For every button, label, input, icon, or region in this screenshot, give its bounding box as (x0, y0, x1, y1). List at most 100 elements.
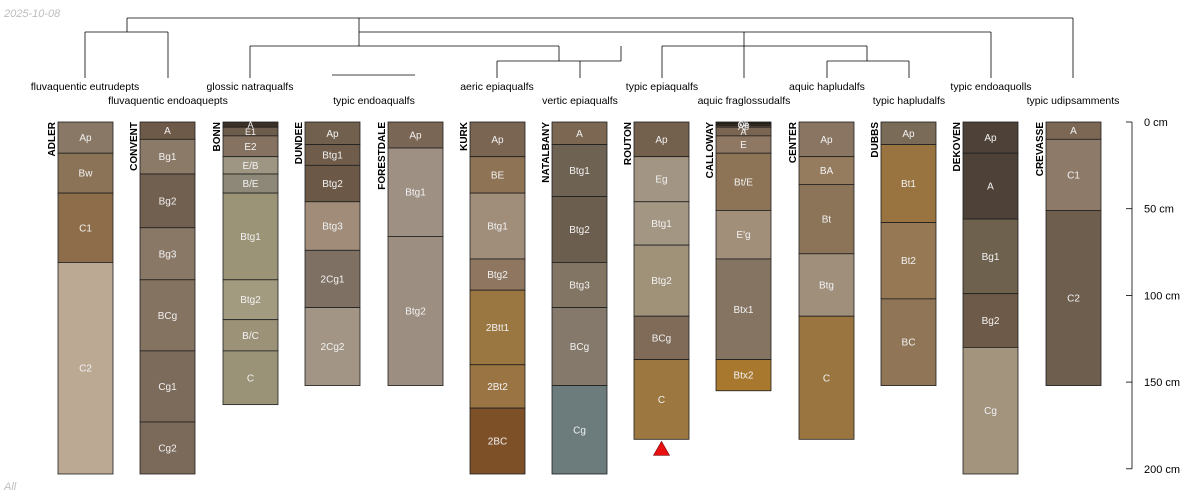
profile-name: BONN (212, 122, 223, 151)
depth-axis: 0 cm 50 cm 100 cm 150 cm 200 cm (1126, 117, 1180, 476)
horizon-label: Ap (409, 131, 422, 142)
horizon-label: Bg3 (159, 249, 177, 260)
profile-name: ADLER (47, 121, 58, 156)
horizon-label: Btg1 (405, 188, 426, 199)
horizon-kurk-6 (469, 364, 526, 409)
horizon-kurk-5 (469, 289, 526, 366)
profile-name: DEKOVEN (952, 122, 963, 171)
horizon-label: Ap (655, 135, 668, 146)
depth-tick-label: 50 cm (1144, 204, 1174, 216)
horizon-label: A (247, 120, 253, 130)
horizon-calloway-8 (715, 258, 772, 360)
truncation-marker (652, 440, 671, 456)
horizon-label: A (987, 182, 994, 193)
horizon-natalbany-5 (551, 307, 608, 386)
taxon-label: vertic epiaqualfs (542, 95, 618, 107)
horizon-label: Oe (737, 120, 749, 130)
horizon-label: B/C (242, 331, 259, 342)
horizon-dekoven-5 (962, 347, 1019, 475)
horizon-label: Bg1 (982, 252, 1000, 263)
taxon-label: typic endoaquolls (950, 81, 1031, 93)
horizon-convent-2 (139, 138, 196, 175)
horizon-label: Btg1 (240, 232, 261, 243)
taxon-label: fluvaquentic endoaquepts (108, 95, 228, 107)
profile-dundee: Ap Btg1 Btg2 Btg3 2Cg1 2Cg2 DUNDEE (294, 121, 361, 386)
horizon-forestdale-1 (387, 121, 444, 149)
horizon-routon-3 (633, 201, 690, 246)
profile-name: CONVENT (129, 122, 140, 171)
horizon-label: 2BC (488, 437, 507, 448)
horizon-bonn-9 (222, 350, 279, 406)
horizon-label: Eg (655, 175, 667, 186)
horizon-dubbs-3 (880, 222, 937, 300)
horizon-dekoven-1 (962, 121, 1019, 154)
profile-name: FORESTDALE (377, 122, 388, 190)
horizon-label: Btg1 (569, 166, 590, 177)
horizon-dundee-6 (304, 307, 361, 386)
horizon-dubbs-4 (880, 298, 937, 386)
horizon-label: Bt (822, 215, 832, 226)
horizon-convent-6 (139, 350, 196, 423)
horizon-label: Ap (326, 129, 339, 140)
horizon-label: BA (820, 166, 834, 177)
taxon-label: typic endoaqualfs (333, 95, 415, 107)
horizon-label: BC (902, 338, 916, 349)
horizon-bonn-8 (222, 319, 279, 352)
horizon-label: Bw (79, 169, 94, 180)
horizon-label: Btg2 (487, 270, 508, 281)
profile-kurk: Ap BE Btg1 Btg2 2Btt1 2Bt2 2BC KURK (459, 121, 526, 475)
profile-dekoven: Ap A Bg1 Bg2 Cg DEKOVEN (952, 121, 1019, 475)
horizon-label: Cg1 (158, 382, 177, 393)
horizon-label: C2 (79, 364, 92, 375)
horizon-label: A (576, 129, 583, 140)
horizon-natalbany-2 (551, 144, 608, 197)
horizon-bonn-6 (222, 192, 279, 281)
horizon-label: Cg2 (158, 443, 177, 454)
horizon-label: C (247, 373, 254, 384)
profile-bonn: AE1 E2 E/B B/E Btg1 Btg2 B/C C BONN (212, 120, 279, 406)
taxon-label: typic hapludalfs (873, 95, 945, 107)
horizon-dekoven-3 (962, 218, 1019, 295)
horizon-label: Btg (819, 280, 834, 291)
horizon-dekoven-2 (962, 152, 1019, 220)
horizon-convent-4 (139, 227, 196, 281)
horizon-label: Ap (820, 135, 833, 146)
horizon-label: 2Btt1 (486, 323, 510, 334)
horizon-kurk-7 (469, 407, 526, 475)
horizon-label: Bg2 (159, 196, 177, 207)
horizon-label: E2 (244, 142, 257, 153)
horizon-label: C1 (1067, 170, 1080, 181)
horizon-label: Bt/E (734, 177, 753, 188)
profile-convent: A Bg1 Bg2 Bg3 BCg Cg1 Cg2 CONVENT (129, 121, 196, 475)
horizon-dundee-4 (304, 201, 361, 251)
horizon-adler-3 (57, 192, 114, 263)
profile-crevasse: A C1 C2 CREVASSE (1035, 121, 1102, 386)
horizon-label: Btg2 (322, 179, 343, 190)
taxon-label: fluvaquentic eutrudepts (31, 81, 140, 93)
depth-tick-label: 200 cm (1144, 464, 1180, 476)
horizon-adler-1 (57, 121, 114, 154)
horizon-routon-4 (633, 244, 690, 317)
profile-natalbany: A Btg1 Btg2 Btg3 BCg Cg NATALBANY (541, 121, 608, 475)
horizon-natalbany-4 (551, 262, 608, 308)
depth-tick-label: 100 cm (1144, 290, 1180, 302)
horizon-label: Btg2 (569, 225, 590, 236)
horizon-label: Bt1 (901, 179, 916, 190)
profile-forestdale: Ap Btg1 Btg2 FORESTDALE (377, 121, 444, 386)
taxon-label: aquic fraglossudalfs (698, 95, 791, 107)
profile-name: ROUTON (623, 122, 634, 165)
date-stamp: 2025-10-08 (4, 8, 61, 20)
horizon-calloway-6 (715, 152, 772, 211)
horizon-kurk-4 (469, 258, 526, 291)
horizon-label: Ap (738, 122, 749, 132)
profile-routon: Ap Eg Btg1 Btg2 BCg C ROUTON (623, 121, 690, 456)
horizon-label: Btg1 (322, 150, 343, 161)
horizon-routon-1 (633, 121, 690, 158)
horizon-label: Btg3 (322, 222, 343, 233)
horizon-dundee-3 (304, 164, 361, 203)
horizon-dundee-5 (304, 249, 361, 308)
horizon-label: A (1070, 126, 1077, 137)
horizon-label: Ap (79, 133, 92, 144)
